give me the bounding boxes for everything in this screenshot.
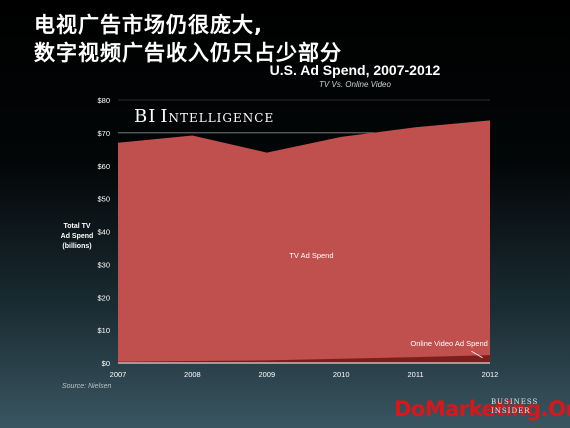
label-layer: TV Ad Spend Online Video Ad Spend [289, 251, 488, 359]
tv-ad-spend-area [118, 120, 490, 363]
online-video-label: Online Video Ad Spend [410, 339, 487, 348]
y-tick-label: $0 [102, 359, 110, 368]
y-tick-label: $60 [97, 162, 110, 171]
y-tick-label: $50 [97, 195, 110, 204]
bi-intelligence-logo: BI INTELLIGENCE [134, 106, 275, 127]
y-tick-label: $80 [97, 96, 110, 105]
x-tick-label: 2009 [258, 370, 275, 379]
y-tick-label: $30 [97, 260, 110, 269]
headline-line-1: 电视广告市场仍很庞大, [34, 13, 263, 37]
chart-subtitle: TV Vs. Online Video [319, 80, 391, 89]
x-tick-label: 2011 [408, 370, 424, 379]
watermark: DoMarketing.Org [394, 397, 570, 421]
tv-ad-spend-label: TV Ad Spend [289, 251, 333, 260]
axis-layer: $0 $10 $20 $30 $40 $50 $60 $70 $80 2007 2008 2009 20… [97, 96, 498, 379]
area-layer [118, 120, 490, 363]
x-tick-label: 2012 [482, 370, 499, 379]
online-video-ad-spend-area [118, 355, 490, 363]
chart-title: U.S. Ad Spend, 2007-2012 [269, 62, 441, 78]
business-insider-logo: BUSINESS INSIDER [491, 398, 539, 415]
y-tick-label: $40 [97, 228, 110, 237]
y-tick-label: $70 [97, 129, 110, 138]
online-video-leader-line [471, 350, 483, 359]
x-tick-label: 2007 [110, 370, 127, 379]
headline-line-2: 数字视频广告收入仍只占少部分 [34, 41, 342, 65]
y-tick-label: $20 [97, 293, 110, 302]
x-tick-label: 2010 [333, 370, 350, 379]
y-axis-label: Total TV Ad Spend (billions) [60, 223, 94, 250]
x-tick-label: 2008 [184, 370, 201, 379]
source-note: Source: Nielsen [62, 383, 112, 390]
y-tick-label: $10 [97, 326, 110, 335]
